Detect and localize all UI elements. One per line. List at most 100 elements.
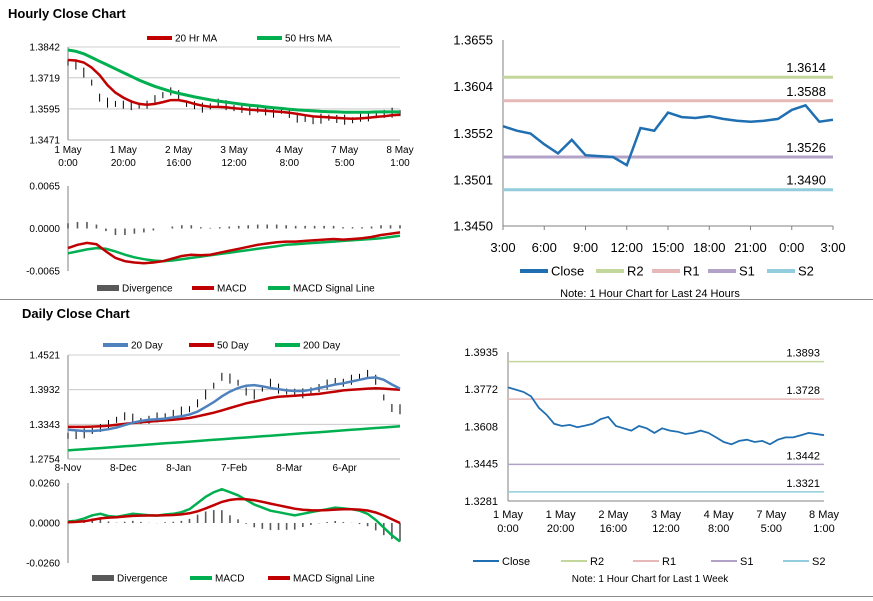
legend-label: S2 xyxy=(812,556,825,568)
x-tick-label: 8:00 xyxy=(280,158,300,169)
legend-label: S2 xyxy=(798,264,814,279)
legend-label: Divergence xyxy=(117,574,168,585)
y-tick-label: 1.3842 xyxy=(29,43,60,54)
chart-note: Note: 1 Hour Chart for Last 1 Week xyxy=(572,574,730,585)
level-r1-label: 1.3588 xyxy=(786,84,826,99)
x-tick-label: 3:00 xyxy=(820,240,845,255)
x-tick-label: 7-Feb xyxy=(221,463,248,474)
legend-swatch xyxy=(275,343,300,347)
y-tick-label: 1.3595 xyxy=(29,104,60,115)
legend-label: 50 Hrs MA xyxy=(285,34,333,45)
y-tick-label: 1.3772 xyxy=(464,384,498,396)
level-s2-label: 1.3490 xyxy=(786,173,826,188)
x-tick-label: 9:00 xyxy=(573,240,598,255)
legend-swatch xyxy=(190,576,212,580)
y-tick-label: 1.2754 xyxy=(29,455,60,466)
x-tick-label: 8:00 xyxy=(708,523,729,535)
legend-swatch xyxy=(189,343,214,347)
y-tick-label: 1.3604 xyxy=(453,79,493,94)
y-tick-label: 1.3445 xyxy=(464,458,498,470)
x-tick-label: 5:00 xyxy=(335,158,355,169)
x-tick-label: 3 May xyxy=(220,145,247,156)
legend-label: R1 xyxy=(683,264,700,279)
legend-swatch xyxy=(633,560,659,562)
x-tick-label: 6:00 xyxy=(532,240,557,255)
x-tick-label: 4 May xyxy=(704,509,734,521)
level-r2-label: 1.3893 xyxy=(786,348,820,360)
ma-50-line xyxy=(67,48,400,114)
chart-note: Note: 1 Hour Chart for Last 24 Hours xyxy=(560,288,740,300)
legend-swatch xyxy=(473,560,499,562)
legend-swatch xyxy=(92,575,114,581)
y-tick-label: 0.0260 xyxy=(29,479,60,490)
x-tick-label: 15:00 xyxy=(652,240,685,255)
y-tick-label: 1.3343 xyxy=(29,420,60,431)
legend-label: S1 xyxy=(739,264,755,279)
level-r1-label: 1.3728 xyxy=(786,385,820,397)
x-tick-label: 8-Nov xyxy=(55,463,82,474)
y-tick-label: 0.0000 xyxy=(29,224,60,235)
x-tick-label: 1 May xyxy=(493,509,523,521)
x-tick-label: 8-Dec xyxy=(110,463,137,474)
legend-label: S1 xyxy=(740,556,753,568)
x-tick-label: 3:00 xyxy=(490,240,515,255)
level-s1-label: 1.3442 xyxy=(786,450,820,462)
ma-20-line xyxy=(67,58,401,120)
macd-signal-line xyxy=(67,497,401,525)
legend-swatch xyxy=(268,576,290,580)
legend-label: MACD xyxy=(217,284,246,295)
legend-label: R2 xyxy=(627,264,644,279)
y-tick-label: 1.4521 xyxy=(29,351,60,362)
x-tick-label: 8 May xyxy=(386,145,413,156)
y-tick-label: 1.3935 xyxy=(464,347,498,359)
hourly-section-title: Hourly Close Chart xyxy=(8,6,126,21)
y-tick-label: -0.0065 xyxy=(26,267,60,278)
legend-label: R2 xyxy=(590,556,604,568)
close-line xyxy=(507,386,825,446)
legend-label: R1 xyxy=(662,556,676,568)
x-tick-label: 21:00 xyxy=(734,240,767,255)
y-tick-label: 1.3719 xyxy=(29,73,60,84)
legend-swatch xyxy=(97,285,119,291)
y-tick-label: 0.0065 xyxy=(29,182,60,193)
x-tick-label: 12:00 xyxy=(610,240,643,255)
x-tick-label: 8-Mar xyxy=(276,463,303,474)
ma-20-day-line xyxy=(67,376,401,433)
legend-label: 50 Day xyxy=(217,341,249,352)
legend-swatch xyxy=(103,343,128,347)
x-tick-label: 4 May xyxy=(276,145,303,156)
daily-section-title: Daily Close Chart xyxy=(22,306,130,321)
legend-swatch xyxy=(783,560,809,562)
y-tick-label: 1.3501 xyxy=(453,172,493,187)
ma-50-day-line xyxy=(68,387,401,429)
y-tick-label: 1.3608 xyxy=(464,421,498,433)
x-tick-label: 1:00 xyxy=(813,523,834,535)
x-tick-label: 8-Jan xyxy=(166,463,191,474)
legend-swatch xyxy=(596,269,624,273)
legend-swatch xyxy=(192,286,214,290)
x-tick-label: 0:00 xyxy=(779,240,804,255)
level-s2-label: 1.3321 xyxy=(786,478,820,490)
legend-swatch xyxy=(652,269,680,273)
ma-200-line xyxy=(67,425,401,452)
x-tick-label: 20:00 xyxy=(547,523,575,535)
x-tick-label: 1 May xyxy=(546,509,576,521)
y-tick-label: 1.3450 xyxy=(453,219,493,234)
legend-label: MACD Signal Line xyxy=(293,574,375,585)
bottom-divider xyxy=(0,596,873,597)
legend-label: 20 Day xyxy=(131,341,163,352)
x-tick-label: 1:00 xyxy=(390,158,410,169)
level-s1-label: 1.3526 xyxy=(786,140,826,155)
x-tick-label: 6-Apr xyxy=(332,463,357,474)
legend-label: Close xyxy=(551,264,584,279)
y-tick-label: -0.0260 xyxy=(26,559,60,570)
macd-signal-line xyxy=(67,234,401,263)
y-tick-label: 1.3552 xyxy=(453,126,493,141)
x-tick-label: 16:00 xyxy=(166,158,191,169)
x-tick-label: 20:00 xyxy=(111,158,136,169)
legend-swatch xyxy=(711,560,737,562)
